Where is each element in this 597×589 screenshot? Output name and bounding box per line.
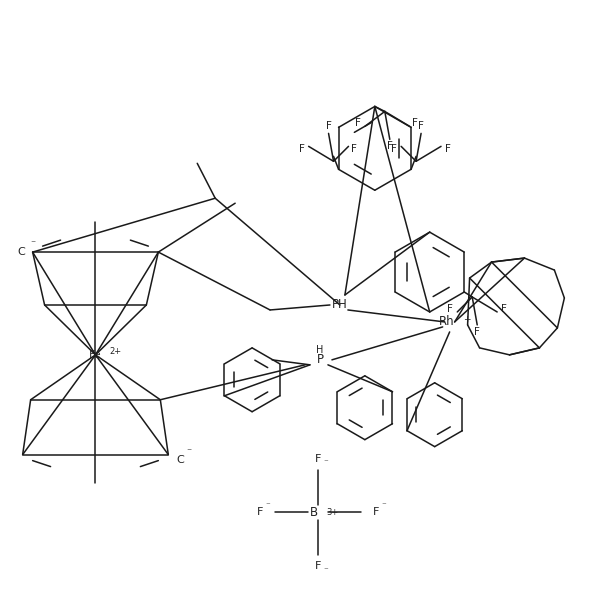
Text: H: H bbox=[316, 345, 324, 355]
Text: F: F bbox=[391, 144, 397, 154]
Text: F: F bbox=[501, 304, 507, 314]
Text: F: F bbox=[315, 561, 321, 571]
Text: F: F bbox=[355, 118, 361, 128]
Text: F: F bbox=[373, 508, 379, 518]
Text: F: F bbox=[412, 118, 418, 128]
Text: F: F bbox=[445, 144, 451, 154]
Text: F: F bbox=[257, 508, 263, 518]
Text: ⁻: ⁻ bbox=[324, 458, 328, 467]
Text: Fe: Fe bbox=[89, 350, 102, 360]
Text: 2+: 2+ bbox=[109, 348, 122, 356]
Text: P: P bbox=[316, 353, 324, 366]
Text: Rh: Rh bbox=[439, 316, 455, 329]
Text: ⁻: ⁻ bbox=[186, 448, 192, 458]
Text: F: F bbox=[315, 454, 321, 464]
Text: ⁻: ⁻ bbox=[266, 501, 270, 510]
Text: 3+: 3+ bbox=[326, 508, 338, 517]
Text: F: F bbox=[387, 141, 393, 151]
Text: B: B bbox=[310, 506, 318, 519]
Text: +: + bbox=[463, 316, 470, 325]
Text: F: F bbox=[474, 327, 480, 337]
Text: ⁻: ⁻ bbox=[381, 501, 386, 510]
Text: F: F bbox=[350, 144, 356, 154]
Text: F: F bbox=[298, 144, 304, 154]
Text: F: F bbox=[325, 121, 331, 131]
Text: F: F bbox=[418, 121, 424, 131]
Text: C: C bbox=[17, 247, 24, 257]
Text: C: C bbox=[176, 455, 184, 465]
Text: ⁻: ⁻ bbox=[30, 239, 36, 249]
Text: ⁻: ⁻ bbox=[324, 566, 328, 575]
Text: F: F bbox=[447, 304, 453, 314]
Text: PH: PH bbox=[332, 299, 348, 312]
